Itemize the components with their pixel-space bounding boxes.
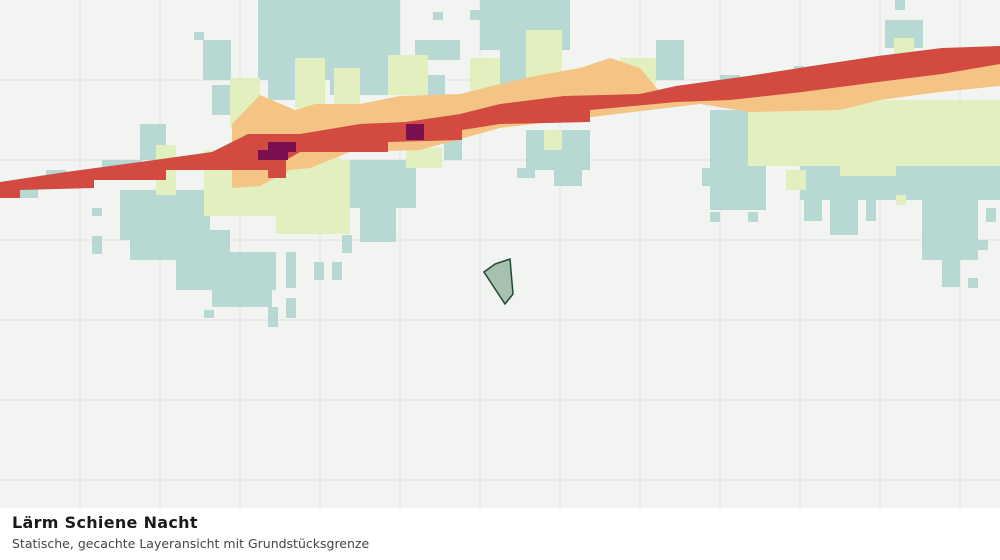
map [0, 0, 1000, 508]
parcel-boundary [482, 257, 514, 306]
map-subtitle: Statische, gecachte Layeransicht mit Gru… [12, 536, 370, 551]
map-title: Lärm Schiene Nacht [12, 513, 198, 532]
noise-zone-high [0, 46, 1000, 198]
noise-zone-highest [258, 124, 424, 160]
